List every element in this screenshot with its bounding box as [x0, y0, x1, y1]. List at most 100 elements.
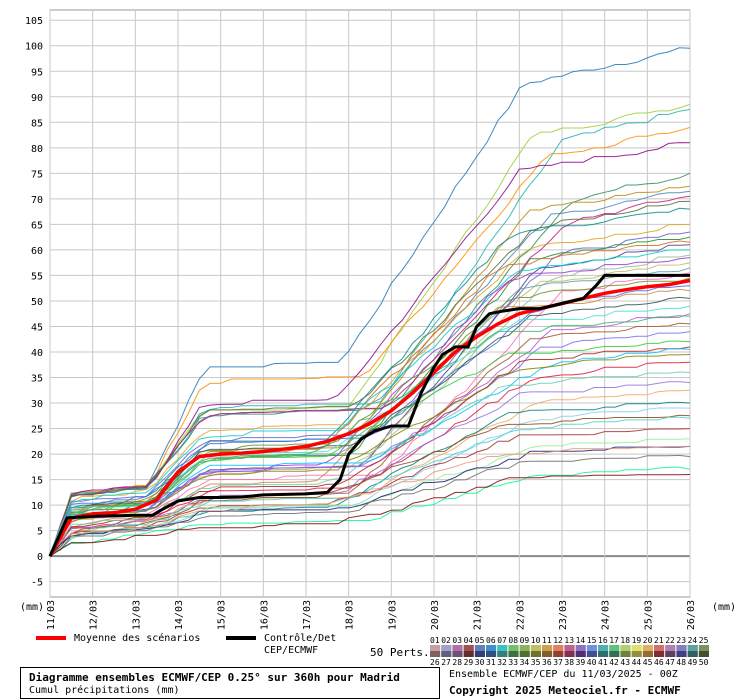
pert-swatch	[620, 651, 631, 657]
pert-swatch	[631, 645, 642, 651]
member-line-23	[49, 277, 691, 557]
pert-number: 39	[576, 658, 586, 667]
y-tick-label: 80	[31, 144, 43, 155]
control-legend-label-2: CEP/ECMWF	[264, 645, 319, 656]
pert-swatch	[687, 651, 698, 657]
pert-swatch	[519, 645, 530, 651]
pert-number: 30	[475, 658, 485, 667]
x-tick-label: 24/03	[601, 600, 612, 630]
pert-swatch	[631, 651, 642, 657]
pert-number: 41	[598, 658, 608, 667]
x-axis-ticks: 11/03 12/03 13/03 14/03 15/03 16/03 17/03 18/03…	[20, 600, 736, 630]
pert-number: 35	[531, 658, 541, 667]
member-line-12	[49, 223, 691, 557]
chart-title: Diagramme ensembles ECMWF/CEP 0.25° sur …	[29, 671, 400, 684]
pert-number: 46	[654, 658, 664, 667]
y-tick-label: 100	[25, 42, 43, 53]
member-line-1	[49, 47, 691, 556]
x-tick-label: 19/03	[387, 600, 398, 630]
pert-number: 47	[665, 658, 675, 667]
pert-number: 49	[688, 658, 698, 667]
pert-swatch	[542, 651, 553, 657]
x-tick-label: 18/03	[345, 600, 356, 630]
y-tick-label: 40	[31, 348, 43, 359]
y-tick-label: 65	[31, 220, 43, 231]
pert-number: 44	[632, 658, 642, 667]
pert-swatch	[463, 645, 474, 651]
pert-number: 37	[553, 658, 563, 667]
pert-swatch	[687, 645, 698, 651]
pert-swatch	[508, 645, 519, 651]
pert-swatch	[698, 651, 709, 657]
pert-swatch	[497, 645, 508, 651]
pert-swatch	[564, 651, 575, 657]
pert-number: 04	[464, 636, 474, 645]
pert-swatch	[609, 645, 620, 651]
y-tick-label: -5	[31, 578, 43, 589]
pert-swatch	[553, 651, 564, 657]
pert-number: 33	[508, 658, 518, 667]
y-tick-label: 25	[31, 425, 43, 436]
member-line-11	[49, 207, 691, 557]
footer-title-box: Diagramme ensembles ECMWF/CEP 0.25° sur …	[20, 667, 440, 699]
pert-number: 31	[486, 658, 496, 667]
x-tick-label: 16/03	[259, 600, 270, 630]
pert-number: 25	[699, 636, 709, 645]
pert-swatch	[575, 645, 586, 651]
pert-swatch	[642, 645, 653, 651]
pert-number: 10	[531, 636, 541, 645]
pert-swatch	[452, 651, 463, 657]
x-tick-label: 22/03	[515, 600, 526, 630]
pert-number: 26	[430, 658, 440, 667]
member-line-28	[49, 313, 691, 557]
pert-number: 01	[430, 636, 440, 645]
ensemble-credit: Ensemble ECMWF/CEP du 11/03/2025 - 00Z	[449, 669, 678, 680]
pert-swatch	[598, 651, 609, 657]
member-line-5	[49, 142, 691, 557]
x-tick-label: 21/03	[473, 600, 484, 630]
y-tick-label: 35	[31, 374, 43, 385]
member-line-49	[49, 466, 691, 556]
ensemble-members	[49, 47, 691, 557]
pert-swatch	[609, 651, 620, 657]
pert-swatch	[564, 645, 575, 651]
pert-number: 17	[609, 636, 619, 645]
pert-swatch	[441, 651, 452, 657]
member-line-47	[49, 445, 691, 555]
pert-swatch	[430, 651, 441, 657]
y-axis-ticks: -5 0 5 10 15 20 25 30 35 40 45 50 55 60 65 70 75 80 85 90 95…	[25, 16, 43, 588]
pert-number: 06	[486, 636, 496, 645]
member-line-44	[49, 428, 691, 557]
chart-subtitle: Cumul précipitations (mm)	[29, 685, 180, 696]
pert-number: 20	[643, 636, 653, 645]
member-line-9	[49, 195, 691, 557]
y-tick-label: 60	[31, 246, 43, 257]
member-line-43	[49, 416, 691, 557]
pert-number: 09	[520, 636, 530, 645]
pert-number: 21	[654, 636, 664, 645]
y-tick-label: 50	[31, 297, 43, 308]
pert-number: 27	[441, 658, 451, 667]
pert-number: 34	[520, 658, 530, 667]
x-tick-label: 14/03	[174, 600, 185, 630]
pert-swatch	[676, 645, 687, 651]
pert-swatch	[452, 645, 463, 651]
member-line-32	[49, 340, 691, 557]
pert-swatch	[430, 645, 441, 651]
pert-number: 08	[508, 636, 518, 645]
pert-number: 32	[497, 658, 507, 667]
x-tick-label: 13/03	[131, 600, 142, 630]
pert-swatch	[654, 651, 665, 657]
pert-swatch	[665, 651, 676, 657]
member-line-35	[49, 354, 691, 557]
x-tick-label: 25/03	[643, 600, 654, 630]
pert-swatch	[463, 651, 474, 657]
pert-number: 50	[699, 658, 709, 667]
x-tick-label: 26/03	[686, 600, 697, 630]
perts-label: 50 Perts.	[370, 646, 430, 659]
pert-swatch	[654, 645, 665, 651]
y-tick-label: 85	[31, 118, 43, 129]
pert-swatch	[497, 651, 508, 657]
pert-number: 36	[542, 658, 552, 667]
pert-swatch	[698, 645, 709, 651]
